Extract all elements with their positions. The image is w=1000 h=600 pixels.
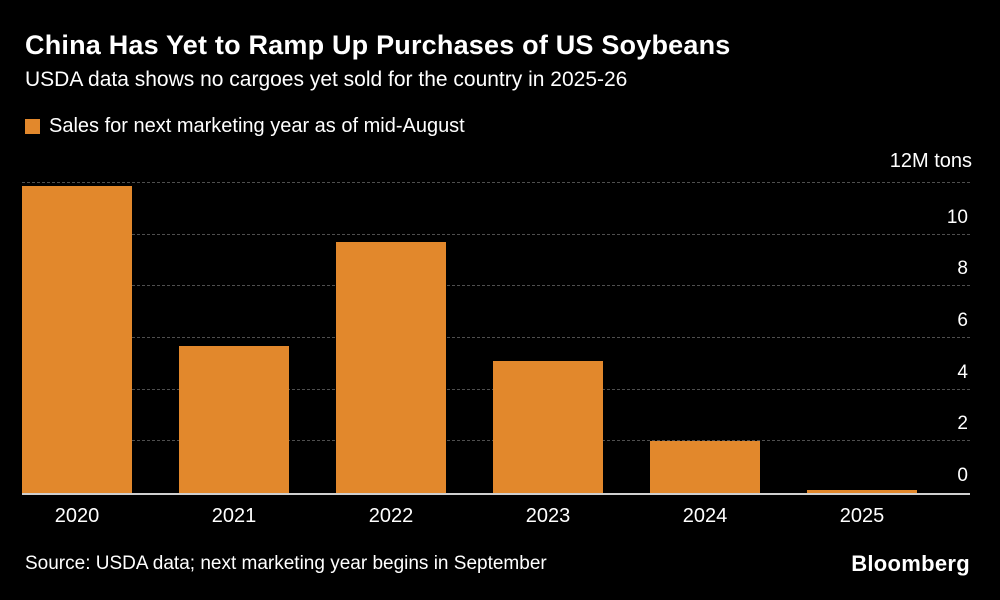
bar-2021 (179, 345, 289, 493)
y-tick-4: 4 (957, 361, 968, 383)
x-label-2021: 2021 (211, 505, 257, 527)
x-label-2024: 2024 (682, 505, 728, 527)
bar-2020 (22, 185, 132, 493)
x-label-2020: 2020 (54, 505, 100, 527)
plot-area: 0 2 4 6 8 10 (22, 182, 970, 495)
y-tick-10: 10 (946, 206, 968, 228)
legend-swatch-icon (25, 119, 40, 134)
gridline-12 (22, 182, 970, 183)
legend: Sales for next marketing year as of mid-… (25, 115, 465, 138)
source-note: Source: USDA data; next marketing year b… (25, 553, 547, 574)
bloomberg-logo: Bloomberg (851, 551, 970, 576)
x-label-2025: 2025 (839, 505, 885, 527)
chart-title: China Has Yet to Ramp Up Purchases of US… (25, 30, 731, 60)
y-tick-2: 2 (957, 413, 968, 435)
bar-2024 (650, 441, 760, 493)
chart-subtitle: USDA data shows no cargoes yet sold for … (25, 68, 628, 91)
x-label-2022: 2022 (368, 505, 414, 527)
x-axis-labels: 2020 2021 2022 2023 2024 2025 (22, 505, 970, 531)
gridline-6 (22, 337, 970, 338)
y-tick-8: 8 (957, 258, 968, 280)
y-axis-unit-label: 12M tons (889, 150, 972, 172)
gridline-8 (22, 285, 970, 287)
y-tick-6: 6 (957, 310, 968, 331)
bar-2023 (493, 361, 603, 493)
bar-2022 (336, 242, 446, 493)
x-label-2023: 2023 (525, 505, 571, 527)
bar-2025 (807, 490, 917, 493)
gridline-10 (22, 233, 970, 235)
y-tick-0: 0 (957, 465, 968, 486)
legend-label: Sales for next marketing year as of mid-… (49, 115, 465, 137)
